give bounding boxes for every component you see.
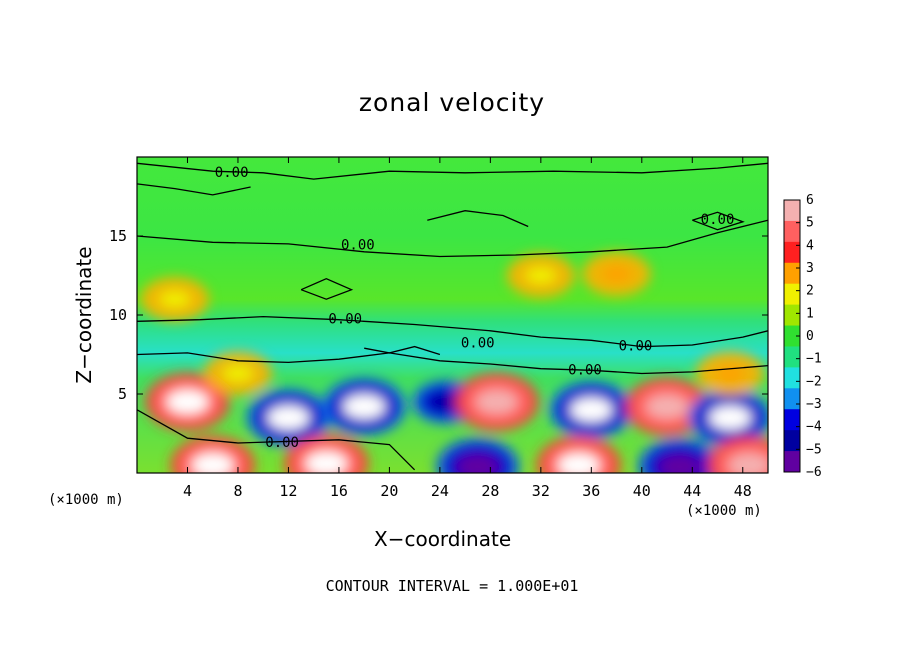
x-tick-label-12: 12 [279,482,297,500]
zero-contour-6 [427,210,529,228]
contour-interval-note: CONTOUR INTERVAL = 1.000E+01 [325,577,579,595]
velocity-feature-18 [696,351,765,396]
colorbar-tick-label-3: 3 [806,261,814,276]
zero-contour-9 [692,211,745,231]
colorbar-segment-7 [784,346,800,368]
colorbar-segment-1 [784,220,800,243]
contour-label-0: 0.00 [215,165,249,181]
x-axis-label: X−coordinate [374,527,512,551]
colorbar-segment-6 [784,325,800,347]
velocity-feature-8 [170,436,255,473]
velocity-feature-17 [203,351,272,396]
velocity-feature-15 [582,251,651,296]
velocity-feature-0 [145,372,230,431]
x-tick-label-20: 20 [380,482,398,500]
contour-label-5: 0.00 [619,339,653,355]
zero-contour-7 [364,345,441,356]
x-tick-label-16: 16 [330,482,348,500]
zero-contour-0 [137,162,768,180]
colorbar-tick-label-5: 1 [806,306,814,321]
colorbar-segment-8 [784,367,800,389]
velocity-feature-4 [454,372,539,431]
colorbar-segment-9 [784,388,800,410]
y-tick-label-5: 5 [118,385,127,403]
colorbar-segment-11 [784,430,800,452]
velocity-feature-1 [246,388,331,447]
velocity-feature-10 [435,437,520,473]
y-tick-label-10: 10 [109,306,127,324]
heatmap-field [137,157,768,473]
velocity-feature-5 [549,380,634,439]
velocity-feature-6 [625,377,710,436]
zero-contour-1 [137,219,768,258]
colorbar-tick-label-1: 5 [806,216,814,231]
colorbar-segment-0 [784,200,800,222]
colorbar-tick-label-4: 2 [806,284,814,299]
colorbar-tick-label-12: −6 [806,465,822,480]
velocity-feature-11 [536,436,621,473]
x-tick-label-48: 48 [734,482,752,500]
x-tick-label-8: 8 [233,482,242,500]
x-tick-label-40: 40 [633,482,651,500]
x-tick-label-32: 32 [532,482,550,500]
x-unit-label-left: (×1000 m) [48,492,124,508]
zero-contour-8 [300,277,354,300]
contour-label-3: 0.00 [328,312,362,328]
colorbar-tick-label-7: −1 [806,352,822,367]
velocity-feature-9 [284,434,369,473]
x-unit-label-right: (×1000 m) [686,503,762,519]
y-tick-label-15: 15 [109,227,127,245]
velocity-feature-14 [506,253,575,298]
colorbar-segment-10 [784,409,800,431]
contour-label-4: 0.00 [461,335,495,351]
colorbar-tick-label-11: −5 [806,442,822,457]
colorbar-tick-label-8: −2 [806,374,822,389]
colorbar-tick-label-9: −3 [806,397,822,412]
colorbar-tick-label-2: 4 [806,238,814,253]
contour-label-1: 0.00 [701,212,735,228]
zero-contour-4 [137,409,416,471]
x-tick-label-44: 44 [683,482,701,500]
velocity-feature-16 [140,277,209,322]
zero-contour-5 [137,183,251,196]
velocity-feature-7 [688,388,768,447]
contour-label-6: 0.00 [568,362,602,378]
x-tick-label-24: 24 [431,482,449,500]
x-tick-label-36: 36 [582,482,600,500]
colorbar-tick-label-6: 0 [806,329,814,344]
colorbar-segment-3 [784,262,800,285]
colorbar-segment-12 [784,451,800,473]
contour-label-2: 0.00 [341,237,375,253]
velocity-feature-13 [707,436,768,473]
colorbar-tick-label-0: 6 [806,193,814,208]
colorbar-segment-5 [784,304,800,327]
contour-label-7: 0.00 [265,435,299,451]
chart-title: zonal velocity [358,88,546,117]
x-tick-label-28: 28 [481,482,499,500]
velocity-feature-12 [637,437,722,473]
zero-contour-2 [137,315,768,348]
colorbar-segment-4 [784,283,800,306]
colorbar-segment-2 [784,241,800,264]
x-tick-label-4: 4 [183,482,192,500]
velocity-feature-2 [322,377,407,436]
zero-contour-3 [137,352,768,375]
colorbar-tick-label-10: −4 [806,420,822,435]
